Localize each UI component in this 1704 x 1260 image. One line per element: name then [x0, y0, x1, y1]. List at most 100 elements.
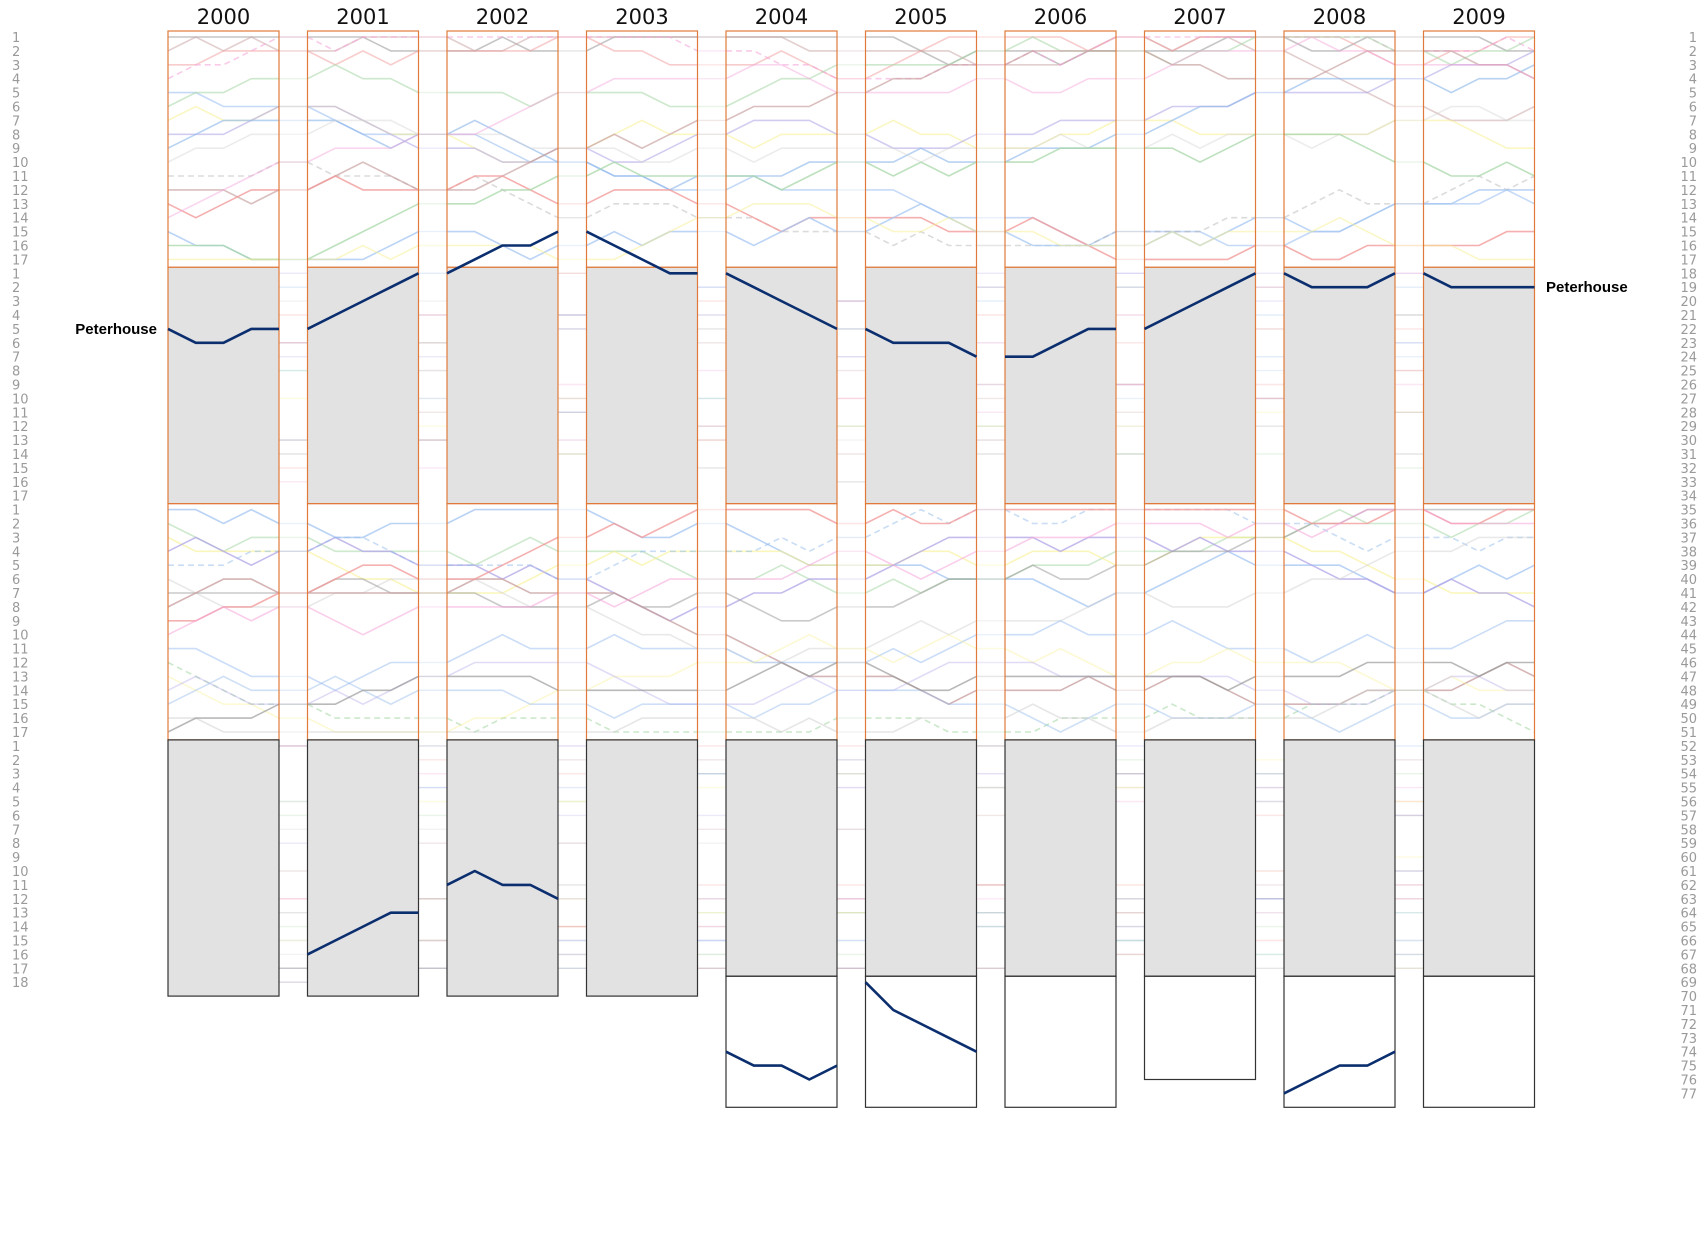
crew-line — [865, 50, 977, 66]
crew-line — [167, 661, 279, 706]
division-frame — [585, 739, 699, 997]
right-position-label: 39 — [1680, 559, 1697, 574]
crew-line — [1284, 36, 1396, 52]
crew-line — [865, 550, 977, 567]
right-position-label: 30 — [1680, 434, 1697, 449]
right-position-label: 17 — [1680, 253, 1697, 268]
crew-line — [447, 175, 559, 205]
crew-line — [865, 689, 977, 706]
crew-line — [167, 675, 280, 719]
left-position-label: 5 — [12, 87, 20, 102]
crew-line — [1284, 133, 1396, 163]
crew-line — [725, 661, 838, 692]
division-frame — [1283, 266, 1396, 505]
crew-line — [1144, 230, 1256, 247]
division-frame — [1004, 266, 1117, 505]
crew-line — [586, 606, 698, 650]
crew-line — [307, 50, 419, 66]
crew-line — [726, 550, 838, 580]
left-position-label: 13 — [12, 434, 29, 449]
left-position-label: 12 — [12, 184, 29, 199]
crew-line — [1144, 216, 1256, 233]
crew-line — [1284, 36, 1396, 52]
crew-line — [1283, 689, 1396, 706]
crew-line — [307, 675, 419, 706]
left-position-label: 8 — [12, 128, 20, 143]
left-position-label: 17 — [12, 490, 29, 505]
year-label: 2004 — [755, 5, 808, 29]
crew-line — [1423, 36, 1535, 66]
crew-line — [865, 717, 977, 733]
crew-line — [1144, 536, 1256, 553]
crew-line — [865, 119, 977, 149]
crew-line — [167, 675, 279, 706]
crew-line — [865, 536, 977, 580]
year-label: 2002 — [476, 5, 529, 29]
crew-line — [446, 689, 559, 733]
crew-line — [446, 175, 559, 205]
crew-line — [307, 536, 419, 553]
right-position-label: 60 — [1680, 851, 1697, 866]
crew-line — [586, 119, 698, 150]
right-position-label: 46 — [1680, 657, 1697, 672]
crew-line — [168, 105, 280, 136]
crew-line — [1283, 189, 1395, 219]
crew-line — [1283, 633, 1396, 664]
crew-line — [1005, 50, 1116, 66]
right-position-label: 28 — [1680, 406, 1697, 421]
crew-line — [1144, 675, 1256, 692]
right-position-label: 51 — [1680, 726, 1697, 741]
year-label: 2001 — [336, 5, 389, 29]
right-position-label: 64 — [1680, 907, 1697, 922]
right-position-label: 9 — [1689, 142, 1697, 157]
axis-labels: 2000 2001 2002 2003 2004 2005 2006 2007 2008 2009… — [12, 5, 1697, 1102]
division-frame — [725, 266, 838, 505]
crew-line — [1144, 522, 1256, 539]
left-position-label: 9 — [12, 851, 20, 866]
crew-line — [447, 564, 559, 580]
crew-line — [1423, 50, 1535, 80]
crew-line — [167, 161, 280, 219]
peterhouse-line — [1005, 327, 1116, 359]
crew-line — [447, 244, 559, 261]
left-position-label: 6 — [12, 809, 20, 824]
crew-line — [1004, 230, 1116, 247]
right-position-label: 6 — [1689, 101, 1697, 116]
division-frame — [1004, 739, 1117, 977]
crew-line — [307, 36, 419, 52]
left-position-label: 9 — [12, 379, 20, 394]
crew-line — [447, 36, 559, 52]
left-position-label: 17 — [12, 962, 29, 977]
crew-line — [1144, 36, 1256, 52]
crew-line — [1004, 50, 1116, 66]
right-position-label: 57 — [1680, 809, 1697, 824]
crew-line — [586, 592, 698, 608]
crew-line — [1423, 230, 1535, 247]
crew-line — [1284, 522, 1396, 553]
crew-line — [726, 675, 838, 706]
crew-line — [726, 550, 837, 567]
crew-line — [1423, 189, 1535, 205]
left-position-label: 13 — [12, 198, 29, 213]
crew-line — [865, 77, 977, 94]
crew-line — [865, 64, 977, 94]
crew-line — [865, 550, 977, 580]
peterhouse-lower-line — [864, 981, 978, 1053]
crew-line — [586, 661, 698, 692]
crew-line — [726, 36, 837, 52]
left-position-label: 1 — [12, 267, 20, 282]
peterhouse-lower-line — [446, 869, 559, 900]
right-position-label: 56 — [1680, 796, 1697, 811]
division-frame — [725, 975, 838, 1108]
crew-line — [865, 147, 977, 163]
division-frame — [725, 739, 838, 977]
crew-line — [586, 119, 698, 149]
crew-line — [725, 578, 837, 608]
left-position-label: 5 — [12, 559, 20, 574]
right-position-label: 31 — [1680, 448, 1697, 463]
crew-line — [447, 133, 558, 163]
crew-line — [726, 536, 838, 553]
crew-line — [1144, 50, 1256, 80]
right-position-label: 68 — [1680, 962, 1697, 977]
